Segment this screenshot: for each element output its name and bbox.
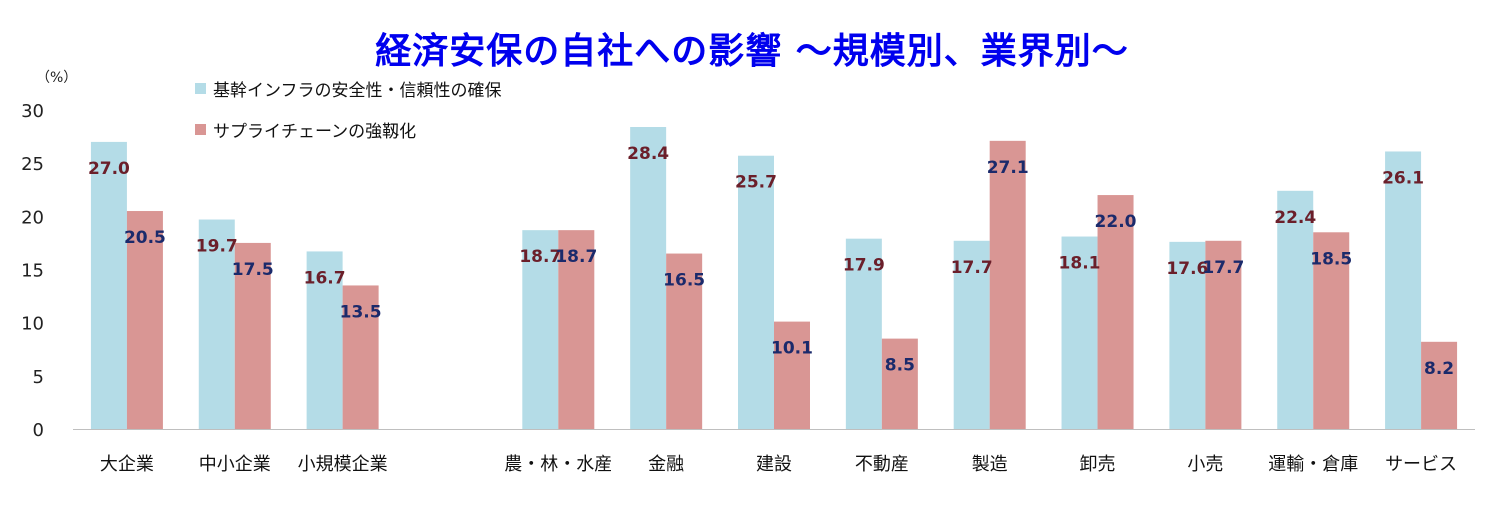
data-label: 28.4 — [627, 144, 669, 164]
category-label: 製造 — [972, 454, 1008, 475]
data-label: 27.1 — [987, 158, 1029, 178]
category-label: 大企業 — [100, 454, 154, 475]
legend-label: 基幹インフラの安全性・信頼性の確保 — [213, 80, 502, 101]
category-label: 金融 — [648, 454, 684, 475]
bar-infrastructure — [738, 155, 774, 429]
legend-label: サプライチェーンの強靱化 — [213, 122, 416, 142]
category-label: 小規模企業 — [298, 454, 388, 475]
bar-infrastructure — [198, 219, 235, 429]
bar-supply-chain — [881, 338, 918, 429]
category-label: 中小企業 — [199, 454, 271, 475]
category-label: 建設 — [756, 454, 792, 475]
data-label: 10.1 — [771, 339, 813, 359]
y-tick-label: 10 — [21, 314, 44, 335]
bar-supply-chain — [666, 253, 703, 429]
bar-infrastructure — [1169, 241, 1206, 429]
category-label: 農・林・水産 — [504, 454, 612, 475]
bar-supply-chain — [342, 285, 379, 429]
data-label: 19.7 — [196, 237, 238, 257]
data-label: 20.5 — [124, 228, 166, 248]
bar-supply-chain — [1313, 232, 1350, 429]
category-label: 小売 — [1187, 454, 1223, 475]
bar-infrastructure — [306, 251, 343, 429]
bar-infrastructure — [90, 141, 127, 429]
data-label: 27.0 — [88, 159, 130, 179]
category-label: サービス — [1385, 454, 1457, 475]
data-label: 25.7 — [735, 173, 777, 193]
data-label: 17.7 — [1202, 258, 1244, 278]
data-label: 17.7 — [951, 258, 993, 278]
data-label: 8.5 — [885, 356, 915, 376]
y-tick-label: 15 — [21, 261, 44, 282]
bar-supply-chain — [774, 321, 810, 429]
bar-supply-chain — [558, 230, 595, 429]
y-tick-label: 30 — [21, 101, 44, 122]
y-tick-label: 5 — [33, 367, 44, 388]
category-label: 運輸・倉庫 — [1268, 454, 1358, 475]
category-label: 卸売 — [1080, 454, 1116, 475]
y-tick-label: 0 — [33, 420, 44, 441]
data-label: 17.9 — [843, 256, 885, 276]
data-label: 17.5 — [232, 260, 274, 280]
data-label: 16.5 — [663, 271, 705, 291]
legend-swatch — [195, 124, 206, 135]
bar-supply-chain — [1421, 341, 1458, 429]
data-label: 17.6 — [1166, 259, 1208, 279]
bar-infrastructure — [630, 127, 667, 429]
data-label: 8.2 — [1424, 359, 1454, 379]
bar-supply-chain — [1205, 240, 1242, 429]
bar-infrastructure — [845, 238, 882, 429]
data-label: 18.7 — [555, 247, 597, 267]
chart-title: 経済安保の自社への影響 ～規模別、業界別～ — [375, 31, 1129, 72]
bar-infrastructure — [522, 230, 559, 429]
bar-infrastructure — [953, 240, 990, 429]
data-label: 26.1 — [1382, 168, 1424, 188]
data-label: 13.5 — [340, 302, 382, 322]
bar-supply-chain — [989, 140, 1026, 429]
bar-infrastructure — [1385, 151, 1422, 429]
y-tick-label: 20 — [21, 207, 44, 228]
category-label: 不動産 — [855, 454, 909, 475]
data-label: 22.4 — [1274, 208, 1316, 228]
bar-supply-chain — [126, 211, 163, 429]
legend-swatch — [195, 83, 206, 94]
data-label: 18.5 — [1310, 249, 1352, 269]
data-label: 22.0 — [1095, 212, 1137, 232]
y-tick-label: 25 — [21, 154, 44, 175]
bar-supply-chain — [1097, 195, 1134, 429]
bar-infrastructure — [1061, 236, 1098, 429]
bar-infrastructure — [1277, 190, 1314, 429]
data-label: 18.7 — [519, 247, 561, 267]
data-label: 18.1 — [1059, 254, 1101, 274]
bar-supply-chain — [234, 242, 271, 429]
y-axis-unit-label: （%） — [36, 70, 77, 86]
data-label: 16.7 — [304, 268, 346, 288]
